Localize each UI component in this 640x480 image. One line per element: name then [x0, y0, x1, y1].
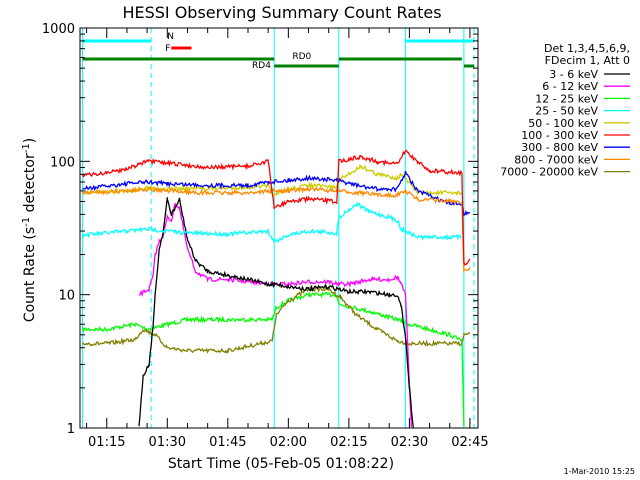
y-tick-label-10: 10: [58, 289, 75, 304]
y-tick-label-1000: 1000: [42, 22, 75, 37]
series-line-100-300-kev: [82, 149, 471, 266]
y-tick-label-1: 1: [67, 422, 75, 437]
x-tick-label-0145: 01:45: [209, 435, 246, 450]
series-line-6-12-kev: [138, 202, 413, 427]
axes: 1 10 100 1000 01:15 01:30 01:45 02:00 02:15 02:30…: [42, 22, 489, 450]
legend: Det 1,3,4,5,6,9,FDecim 1, Att 03 - 6 keV…: [500, 42, 630, 179]
legend-header-0: Det 1,3,4,5,6,9,: [544, 42, 630, 55]
legend-label-7000-20000-kev: 7000 - 20000 keV: [500, 166, 598, 179]
x-tick-label-0200: 02:00: [270, 435, 307, 450]
series-line-800-7000-kev: [82, 186, 471, 272]
flag-n-label: N: [167, 32, 174, 42]
series-line-50-100-kev: [82, 164, 462, 197]
legend-label-50-100-kev: 50 - 100 keV: [528, 117, 598, 130]
legend-label-100-300-kev: 100 - 300 keV: [521, 129, 598, 142]
chart-title: HESSI Observing Summary Count Rates: [122, 3, 441, 22]
legend-label-3-6-kev: 3 - 6 keV: [549, 68, 598, 81]
series-line-3-6-kev: [138, 197, 414, 428]
x-tick-label-0245: 02:45: [451, 435, 488, 450]
legend-label-6-12-kev: 6 - 12 keV: [542, 80, 598, 93]
x-tick-label-0230: 02:30: [391, 435, 428, 450]
timestamp: 1-Mar-2010 15:25: [564, 467, 635, 476]
flag-f-label: F: [165, 44, 170, 54]
x-tick-label-0215: 02:15: [330, 435, 367, 450]
series-line-7000-20000-kev: [82, 285, 471, 355]
x-axis-label: Start Time (05-Feb-05 01:08:22): [168, 456, 394, 472]
legend-label-300-800-kev: 300 - 800 keV: [521, 141, 598, 154]
plot-frame: [79, 27, 479, 429]
flag-rd4-label: RD4: [252, 61, 271, 71]
legend-label-12-25-kev: 12 - 25 keV: [535, 92, 598, 105]
y-tick-label-100: 100: [50, 155, 75, 170]
legend-header-1: FDecim 1, Att 0: [545, 54, 630, 67]
legend-label-25-50-kev: 25 - 50 keV: [535, 105, 598, 118]
plot-area: NF RD0 RD4: [81, 28, 475, 428]
legend-label-800-7000-kev: 800 - 7000 keV: [514, 153, 598, 166]
flag-rd0-label: RD0: [292, 52, 311, 62]
series-line-300-800-kev: [82, 170, 471, 217]
x-tick-label-0130: 01:30: [149, 435, 186, 450]
x-tick-label-0115: 01:15: [88, 435, 125, 450]
y-axis-label: Count Rate (s-1 detector-1): [21, 138, 39, 322]
series-line-25-50-kev: [81, 201, 462, 244]
